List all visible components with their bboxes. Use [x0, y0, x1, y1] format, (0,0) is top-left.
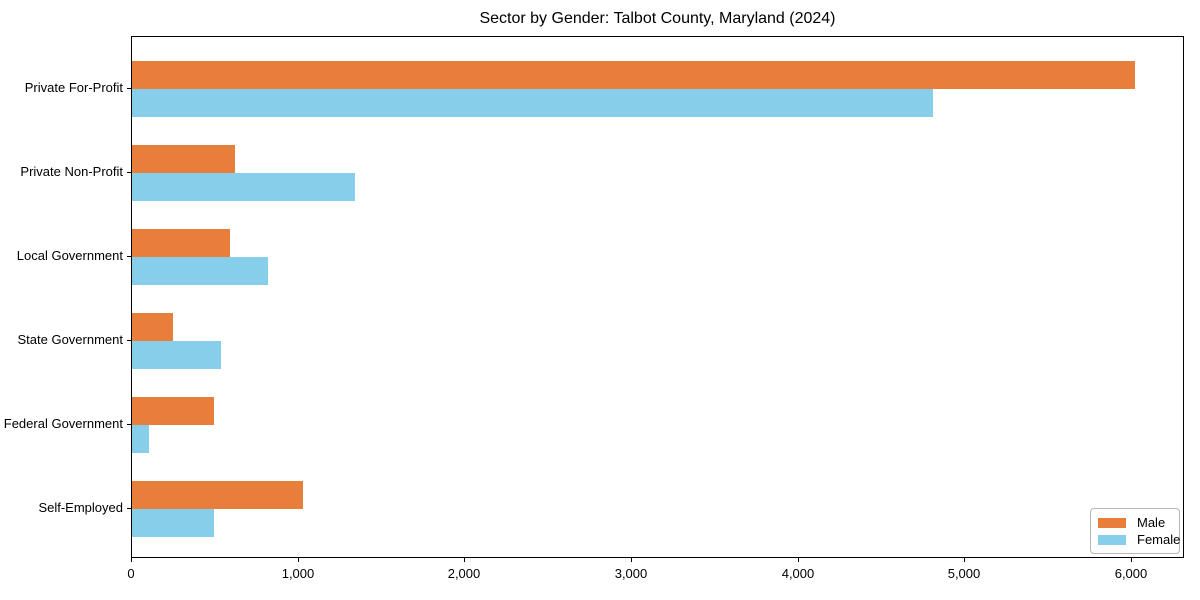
x-tick-label: 0: [127, 566, 135, 581]
bar-male-4: [132, 313, 173, 341]
y-tick-label: Self-Employed: [38, 500, 123, 515]
y-tick-mark: [127, 424, 131, 425]
bar-male-3: [132, 229, 230, 257]
legend: Male Female: [1090, 508, 1180, 554]
x-tick-label: 4,000: [781, 566, 815, 581]
bar-female-5: [132, 425, 149, 453]
x-tick-label: 1,000: [281, 566, 315, 581]
x-tick-mark: [631, 558, 632, 562]
x-tick-mark: [798, 558, 799, 562]
chart-title: Sector by Gender: Talbot County, Marylan…: [479, 10, 836, 27]
y-tick-label: State Government: [17, 332, 124, 347]
y-tick-mark: [127, 340, 131, 341]
y-tick-mark: [127, 88, 131, 89]
bar-male-2: [132, 145, 235, 173]
y-tick-mark: [127, 508, 131, 509]
bar-female-1: [132, 89, 933, 117]
bar-male-1: [132, 61, 1135, 89]
y-tick-label: Local Government: [16, 248, 123, 263]
legend-label: Male: [1137, 515, 1166, 530]
x-tick-label: 5,000: [947, 566, 981, 581]
y-tick-mark: [127, 172, 131, 173]
x-tick-mark: [298, 558, 299, 562]
y-tick-label: Federal Government: [3, 416, 123, 431]
x-tick-label: 3,000: [614, 566, 648, 581]
legend-swatch-female: [1098, 534, 1126, 545]
legend-swatch-male: [1098, 517, 1126, 528]
bar-female-6: [132, 509, 214, 537]
y-tick-label: Private Non-Profit: [20, 164, 123, 179]
legend-row-male: Male: [1098, 514, 1172, 531]
y-tick-label: Private For-Profit: [24, 80, 123, 95]
y-tick-mark: [127, 256, 131, 257]
x-tick-mark: [464, 558, 465, 562]
bar-male-5: [132, 397, 214, 425]
x-tick-label: 6,000: [1114, 566, 1148, 581]
legend-row-female: Female: [1098, 531, 1180, 548]
x-tick-mark: [131, 558, 132, 562]
bar-female-3: [132, 257, 268, 285]
x-tick-label: 2,000: [447, 566, 481, 581]
x-tick-mark: [1131, 558, 1132, 562]
legend-label: Female: [1137, 532, 1181, 547]
bar-female-2: [132, 173, 355, 201]
bar-female-4: [132, 341, 221, 369]
plot-area: [131, 36, 1184, 558]
x-tick-mark: [964, 558, 965, 562]
bar-male-6: [132, 481, 303, 509]
